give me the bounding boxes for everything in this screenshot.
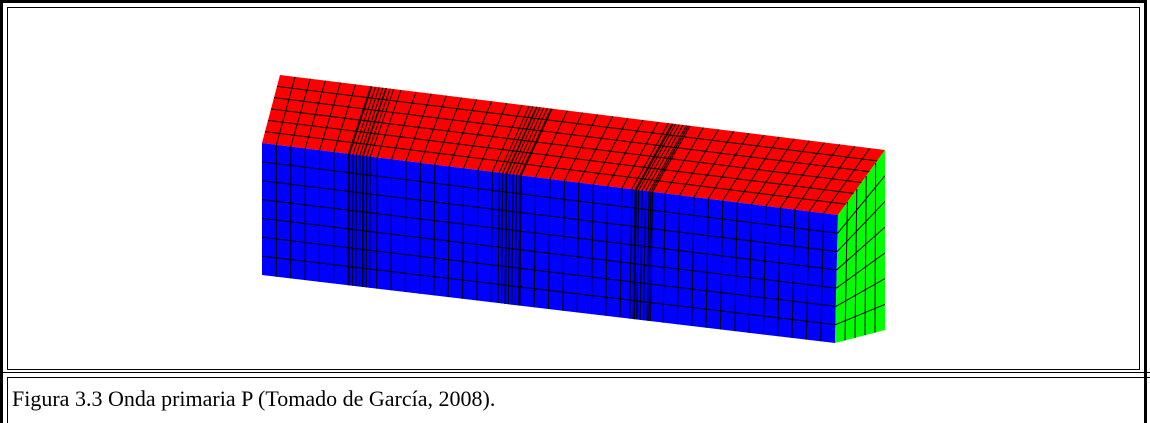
mesh-line [362, 155, 364, 287]
mesh-line [835, 303, 886, 326]
mesh-line [261, 217, 837, 289]
mesh-line [447, 166, 450, 298]
mesh-line [636, 190, 640, 320]
mesh-line [844, 201, 848, 341]
mesh-line [504, 173, 507, 304]
mesh-line [476, 169, 479, 301]
mesh-line [632, 189, 636, 320]
mesh-line [762, 205, 767, 335]
mesh-line [562, 180, 565, 311]
mesh-line [648, 191, 652, 321]
mesh-line [518, 175, 521, 306]
mesh-line [261, 236, 836, 307]
mesh-line [267, 119, 854, 194]
mesh-line [490, 171, 493, 303]
mesh-line [276, 85, 878, 162]
mesh-line [365, 156, 368, 288]
mesh-line [639, 190, 643, 320]
mesh-line [505, 173, 508, 304]
mesh-line [662, 193, 666, 323]
mesh-line [836, 201, 886, 252]
mesh-line [507, 173, 511, 305]
mesh-line [264, 131, 846, 205]
mesh-line [629, 189, 633, 319]
mesh-line [874, 162, 877, 333]
mesh-line [419, 162, 421, 294]
mesh-line [676, 195, 681, 325]
mesh-line [590, 184, 594, 315]
mesh-line [576, 182, 580, 313]
mesh-line [511, 174, 514, 305]
mesh-line [835, 252, 886, 289]
mesh-line [533, 177, 537, 308]
mesh-line [462, 168, 465, 299]
mesh-line [864, 175, 867, 336]
mesh-line [649, 191, 654, 322]
mesh-line [854, 188, 858, 338]
mesh-line [835, 278, 886, 307]
mesh-line [605, 186, 609, 316]
mesh-line [719, 200, 724, 330]
mesh-line [734, 202, 738, 332]
mesh-line [791, 209, 796, 338]
mesh-line [805, 211, 810, 340]
top-face [262, 75, 885, 215]
caption: Figura 3.3 Onda primaria P (Tomado de Ga… [12, 386, 496, 411]
mesh-line [777, 207, 781, 337]
mesh-line [643, 190, 647, 321]
mesh [261, 75, 886, 343]
mesh-line [691, 196, 695, 327]
mesh-line [646, 191, 650, 321]
mesh-line [519, 175, 522, 306]
mesh-line [361, 155, 364, 287]
mesh-line [369, 156, 371, 288]
mesh-line [705, 198, 709, 328]
mesh-line [837, 175, 886, 234]
mesh-line [633, 189, 637, 320]
mesh-line [261, 255, 836, 326]
mesh-line [390, 159, 393, 291]
mesh-line [261, 199, 837, 271]
frame-inner [7, 7, 1140, 370]
mesh-line [358, 155, 361, 287]
mesh-line [433, 164, 436, 296]
mesh-line [836, 226, 886, 271]
mesh-line [273, 97, 870, 173]
mesh-line [497, 172, 500, 304]
mesh-line [748, 204, 753, 333]
mesh-line [501, 173, 504, 304]
mesh-line [514, 174, 518, 306]
mesh-line [404, 160, 407, 293]
mesh-line [548, 178, 551, 310]
mesh-line [261, 161, 838, 234]
mesh-line [619, 187, 623, 318]
mesh-line [261, 180, 838, 253]
mesh-line [270, 108, 862, 183]
mesh-line [376, 157, 378, 289]
mesh-line [820, 213, 825, 342]
side-face [835, 150, 885, 343]
